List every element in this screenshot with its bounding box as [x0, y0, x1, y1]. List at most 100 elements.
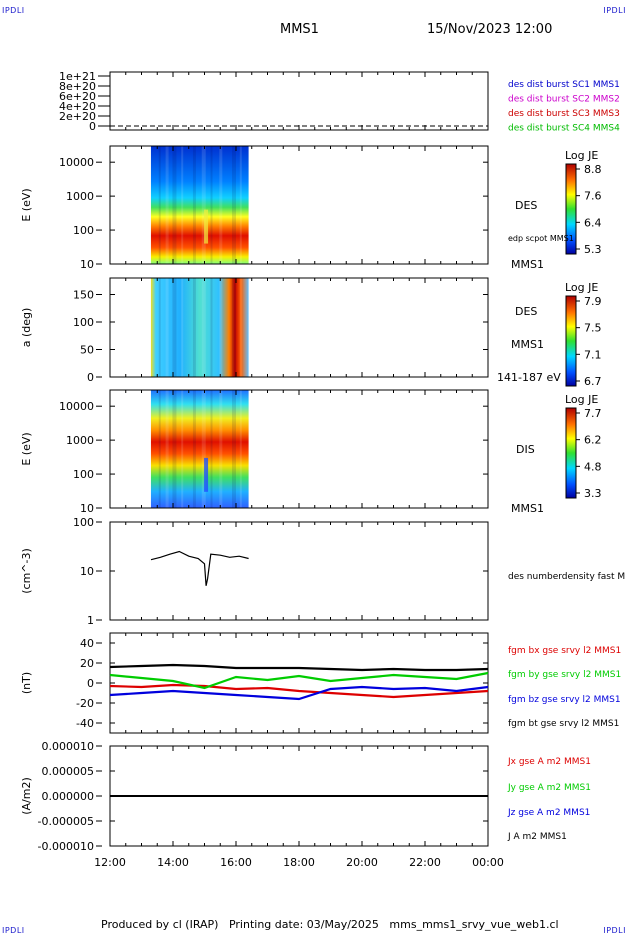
- des-energy-panel-spectrogram: [150, 146, 249, 264]
- current-legend-item: Jx gse A m2 MMS1: [507, 757, 591, 767]
- bfield-panel-ytick-label: -20: [76, 697, 94, 710]
- des-pitch-panel-streak: [239, 278, 242, 377]
- bfield-panel-ytick-label: 40: [80, 637, 94, 650]
- time-axis-label: 00:00: [472, 856, 504, 869]
- burst-panel-frame: [109, 71, 489, 131]
- burst-legend-item: des dist burst SC4 MMS4: [508, 124, 620, 134]
- des-pitch-panel-colorbar-title: Log JE: [565, 281, 598, 294]
- des-energy-panel-ytick-label: 100: [73, 224, 94, 237]
- dis-energy-panel-streak: [201, 390, 206, 508]
- dis-energy-panel-streak: [219, 390, 223, 508]
- corner-tag-top-left: IPDLI: [2, 6, 25, 15]
- dis-energy-panel-colorbar-title: Log JE: [565, 393, 598, 406]
- dis-energy-panel-ytick-label: 10000: [59, 400, 94, 413]
- des-energy-panel-ytick-label: 1000: [66, 190, 94, 203]
- time-axis-label: 22:00: [409, 856, 441, 869]
- current-panel-ylabel: (A/m2): [20, 777, 33, 815]
- des-pitch-panel-colorbar-tick: 7.1: [584, 348, 602, 361]
- des-pitch-panel-colorbar: [565, 295, 577, 387]
- density-panel-frame: [109, 521, 489, 621]
- spacecraft-title: MMS1: [280, 22, 319, 37]
- des-pitch-panel-ytick-label: 100: [73, 316, 94, 329]
- burst-legend-item: des dist burst SC1 MMS1: [508, 80, 620, 90]
- density-series-line: [150, 550, 249, 586]
- bfield-legend-item: fgm bt gse srvy l2 MMS1: [508, 719, 619, 729]
- burst-panel-ytick-label: 2e+20: [59, 110, 96, 123]
- des-pitch-panel-streak: [192, 278, 196, 377]
- dis-energy-panel-colorbar-tick: 7.7: [584, 407, 602, 420]
- dis-energy-right-label: DIS: [516, 443, 535, 456]
- des-pitch-panel-colorbar-tick: 7.9: [584, 295, 602, 308]
- des-energy-panel-streak: [181, 146, 184, 264]
- des-pitch-panel-streak: [158, 278, 161, 377]
- density-panel-ytick-label: 10: [80, 565, 94, 578]
- dis-energy-panel-streak: [192, 390, 196, 508]
- current-panel-ytick-label: 0.000005: [42, 765, 95, 778]
- bfield-panel-frame: [109, 632, 489, 734]
- dis-energy-panel-colorbar-tick: 4.8: [584, 460, 602, 473]
- des-energy-panel-streak: [165, 146, 169, 264]
- footer-credits: Produced by cl (IRAP) Printing date: 03/…: [101, 918, 559, 931]
- des-energy-panel-colorbar-tick: 7.6: [584, 190, 602, 203]
- burst-panel-ytick-label: 4e+20: [59, 100, 96, 113]
- current-panel-ytick-label: 0.000010: [42, 740, 95, 753]
- bfield-legend-item: fgm bz gse srvy l2 MMS1: [508, 695, 621, 705]
- density-panel-ylabel: (cm^-3): [20, 548, 33, 594]
- burst-panel-ytick-label: 0: [89, 120, 96, 133]
- des-energy-panel-colorbar-title: Log JE: [565, 149, 598, 162]
- dis-energy-panel-streak: [239, 390, 242, 508]
- bfield-panel-ytick-label: 20: [80, 657, 94, 670]
- des-pitch-panel-streak: [219, 278, 223, 377]
- bfield-series-line: [109, 683, 489, 699]
- des-energy-right-spacecraft: MMS1: [511, 258, 544, 271]
- des-energy-panel-colorbar-tick: 6.4: [584, 216, 602, 229]
- bfield-legend-item: fgm bx gse srvy l2 MMS1: [508, 646, 621, 656]
- density-panel-ytick-label: 1: [87, 614, 94, 627]
- dis-energy-panel-ylabel: E (eV): [20, 432, 33, 465]
- des-pitch-panel-streak: [231, 278, 236, 377]
- dis-energy-dip: [204, 457, 209, 492]
- dis-energy-panel-ytick-label: 100: [73, 468, 94, 481]
- current-legend-item: Jy gse A m2 MMS1: [507, 783, 591, 793]
- des-pitch-right-spacecraft: MMS1: [511, 338, 544, 351]
- des-pitch-energy-range: 141-187 eV: [497, 371, 561, 384]
- des-pitch-panel-streak: [165, 278, 169, 377]
- des-energy-panel-colorbar: [565, 163, 577, 255]
- current-panel-ytick-label: 0.000000: [42, 790, 95, 803]
- des-pitch-panel-spectrogram: [150, 278, 249, 377]
- des-energy-panel-streak: [172, 146, 177, 264]
- dis-energy-panel-colorbar-tick: 6.2: [584, 434, 602, 447]
- des-pitch-panel-ytick-label: 50: [80, 344, 94, 357]
- burst-legend-item: des dist burst SC2 MMS2: [508, 95, 620, 105]
- bfield-panel-ytick-label: -40: [76, 717, 94, 730]
- des-energy-panel-colorbar-tick: 5.3: [584, 243, 602, 256]
- current-legend-item: Jz gse A m2 MMS1: [507, 808, 590, 818]
- dis-energy-right-spacecraft: MMS1: [511, 502, 544, 515]
- des-pitch-right-label: DES: [515, 305, 537, 318]
- des-pitch-panel-colorbar-tick: 6.7: [584, 375, 602, 388]
- des-energy-panel-streak: [158, 146, 161, 264]
- corner-tag-bottom-left: IPDLI: [2, 926, 25, 935]
- time-axis-label: 16:00: [220, 856, 252, 869]
- bfield-panel-ytick-label: 0: [87, 677, 94, 690]
- des-pitch-panel-ylabel: a (deg): [20, 308, 33, 348]
- des-energy-panel-streak: [231, 146, 236, 264]
- des-pitch-panel-streak: [181, 278, 184, 377]
- des-energy-panel-streak: [192, 146, 196, 264]
- des-pitch-panel-streak: [172, 278, 177, 377]
- bfield-series-line: [109, 663, 489, 672]
- burst-panel-ytick-label: 8e+20: [59, 80, 96, 93]
- current-legend-item: J A m2 MMS1: [507, 832, 567, 842]
- bfield-series-line: [109, 685, 489, 701]
- dis-energy-panel-streak: [158, 390, 161, 508]
- des-energy-panel-streak: [239, 146, 242, 264]
- dis-energy-panel-streak: [172, 390, 177, 508]
- dis-energy-panel-spectrogram: [150, 390, 249, 508]
- des-energy-right-sublabel: edp scpot MMS1: [508, 234, 574, 243]
- time-axis-label: 20:00: [346, 856, 378, 869]
- dis-energy-panel-streak: [165, 390, 169, 508]
- des-energy-panel-streak: [210, 146, 213, 264]
- des-energy-panel-ylabel: E (eV): [20, 188, 33, 221]
- des-pitch-panel-streak: [210, 278, 213, 377]
